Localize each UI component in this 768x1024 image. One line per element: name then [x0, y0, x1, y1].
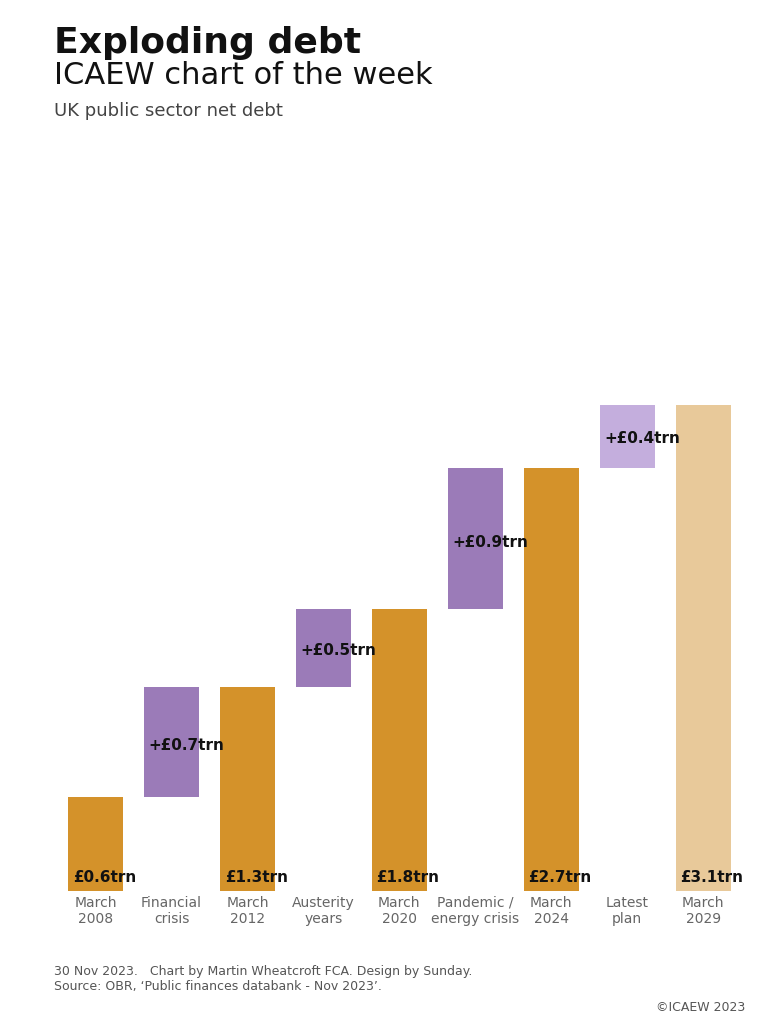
Bar	[68, 797, 123, 891]
Text: March
2008: March 2008	[74, 896, 117, 926]
Text: Latest
plan: Latest plan	[606, 896, 649, 926]
Text: 30 Nov 2023.   Chart by Martin Wheatcroft FCA. Design by Sunday.
Source: OBR, ‘P: 30 Nov 2023. Chart by Martin Wheatcroft …	[54, 966, 472, 993]
Bar	[600, 406, 654, 468]
Text: +£0.4trn: +£0.4trn	[604, 431, 680, 446]
Text: March
2024: March 2024	[530, 896, 572, 926]
Text: ICAEW chart of the week: ICAEW chart of the week	[54, 61, 432, 90]
Bar	[524, 468, 578, 891]
Text: £2.7trn: £2.7trn	[528, 869, 591, 885]
Bar	[372, 609, 427, 891]
Text: March
2020: March 2020	[378, 896, 421, 926]
Text: +£0.7trn: +£0.7trn	[149, 738, 224, 753]
Text: UK public sector net debt: UK public sector net debt	[54, 102, 283, 121]
Text: £3.1trn: £3.1trn	[680, 869, 743, 885]
Bar	[220, 687, 275, 891]
Bar	[448, 468, 503, 609]
Text: ©ICAEW 2023: ©ICAEW 2023	[656, 1000, 745, 1014]
Bar	[296, 609, 351, 687]
Bar	[676, 406, 730, 891]
Text: Financial
crisis: Financial crisis	[141, 896, 202, 926]
Text: March
2029: March 2029	[682, 896, 724, 926]
Text: £1.3trn: £1.3trn	[225, 869, 288, 885]
Text: £1.8trn: £1.8trn	[376, 869, 439, 885]
Text: March
2012: March 2012	[227, 896, 269, 926]
Text: +£0.9trn: +£0.9trn	[452, 536, 528, 550]
Bar	[144, 687, 199, 797]
Text: +£0.5trn: +£0.5trn	[300, 643, 376, 658]
Text: £0.6trn: £0.6trn	[73, 869, 136, 885]
Text: Exploding debt: Exploding debt	[54, 26, 361, 59]
Text: Austerity
years: Austerity years	[292, 896, 355, 926]
Text: Pandemic /
energy crisis: Pandemic / energy crisis	[432, 896, 519, 926]
